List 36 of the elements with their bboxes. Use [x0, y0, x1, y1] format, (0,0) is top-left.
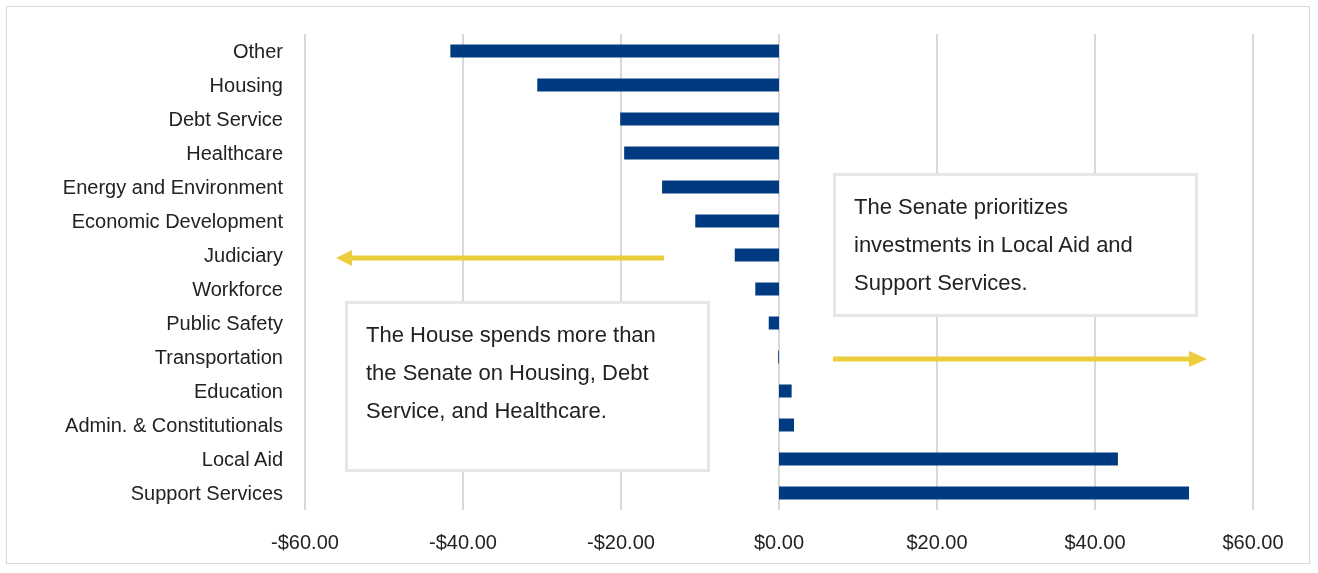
- y-tick-label: Housing: [209, 74, 283, 96]
- x-tick-label: $60.00: [1222, 531, 1284, 553]
- y-tick-label: Support Services: [130, 482, 283, 504]
- y-tick-label: Local Aid: [201, 448, 283, 470]
- bar: [695, 214, 779, 228]
- text-box: The Senate prioritizes investments in Local Aid and Support Services.: [833, 173, 1198, 317]
- y-tick-label: Transportation: [154, 346, 283, 368]
- y-tick-label: Public Safety: [166, 312, 283, 334]
- bar: [779, 452, 1118, 466]
- text-box: The House spends more than the Senate on Housing, Debt Service, and Healthcare.: [345, 301, 710, 472]
- x-tick-label: -$40.00: [429, 531, 497, 553]
- x-tick-label: $20.00: [906, 531, 968, 553]
- bar: [620, 112, 779, 126]
- y-tick-label: Economic Development: [71, 210, 284, 232]
- bar: [662, 180, 779, 194]
- x-tick-label: -$60.00: [271, 531, 339, 553]
- bar: [768, 316, 779, 330]
- bar: [779, 384, 792, 398]
- bar: [779, 418, 795, 432]
- bar: [734, 248, 779, 262]
- y-tick-label: Workforce: [192, 278, 283, 300]
- y-tick-label: Judiciary: [204, 244, 283, 266]
- bar: [755, 282, 779, 296]
- bar: [624, 146, 779, 160]
- y-tick-label: Admin. & Constitutionals: [65, 414, 283, 436]
- y-tick-label: Education: [194, 380, 283, 402]
- bar: [537, 78, 779, 92]
- bar: [450, 44, 779, 58]
- x-tick-label: $0.00: [753, 531, 805, 553]
- y-tick-label: Energy and Environment: [62, 176, 284, 198]
- x-tick-label: $40.00: [1064, 531, 1126, 553]
- y-tick-label: Other: [232, 40, 284, 62]
- bar: [779, 486, 1190, 500]
- x-tick-label: -$20.00: [587, 531, 655, 553]
- y-tick-label: Healthcare: [186, 142, 283, 164]
- y-tick-label: Debt Service: [168, 108, 283, 130]
